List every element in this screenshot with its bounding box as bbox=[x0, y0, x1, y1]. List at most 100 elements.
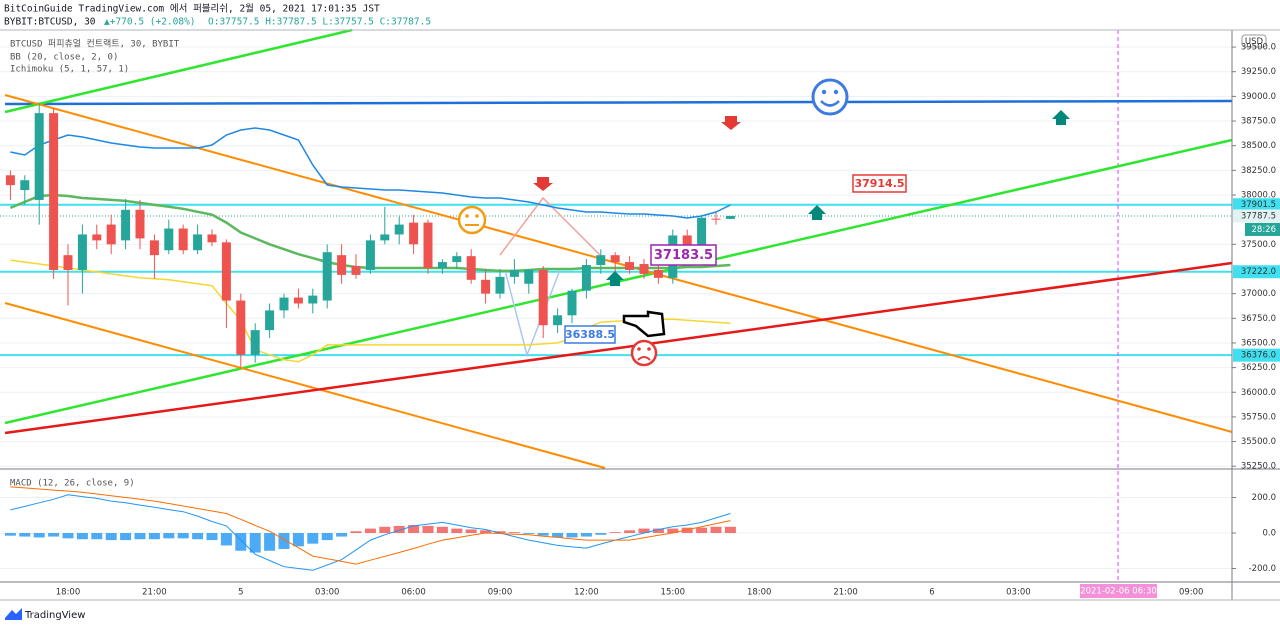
macd-bar bbox=[508, 532, 520, 534]
candle-body bbox=[437, 262, 447, 268]
countdown-box bbox=[1245, 222, 1280, 236]
macd-bar bbox=[264, 533, 276, 551]
price-level-box bbox=[1233, 198, 1280, 212]
macd-bar bbox=[379, 526, 391, 534]
projection bbox=[504, 269, 561, 358]
macd-bar bbox=[652, 528, 664, 534]
price-level-box bbox=[1233, 348, 1280, 362]
macd-bar bbox=[566, 533, 578, 538]
candle-body bbox=[308, 295, 318, 304]
candle-body bbox=[34, 113, 44, 200]
macd-bar bbox=[33, 533, 45, 538]
candle-body bbox=[121, 209, 131, 241]
price-level-label: 37901.5 bbox=[1241, 200, 1276, 210]
y-tick-label: 200.0 bbox=[1252, 493, 1276, 503]
macd-bar bbox=[609, 532, 621, 534]
indicator-line bbox=[10, 259, 731, 363]
macd-bar bbox=[105, 533, 117, 541]
candle-body bbox=[538, 269, 548, 326]
macd-bar bbox=[48, 533, 60, 537]
x-tick-label: 21:00 bbox=[142, 588, 167, 598]
candle-body bbox=[452, 256, 462, 263]
macd-bar bbox=[681, 527, 693, 534]
callout-box bbox=[650, 244, 717, 266]
candle-body bbox=[365, 240, 375, 270]
candle-body bbox=[207, 234, 217, 243]
y-tick-label: 35750.0 bbox=[1241, 412, 1276, 422]
candle-body bbox=[509, 269, 519, 277]
macd-bar bbox=[436, 526, 448, 534]
candle-body bbox=[193, 234, 203, 251]
candle-body bbox=[178, 228, 188, 251]
candle-body bbox=[164, 228, 174, 251]
x-tick-label: 09:00 bbox=[488, 588, 513, 598]
legend-macd: MACD (12, 26, close, 9) bbox=[10, 479, 135, 489]
macd-bar bbox=[350, 531, 362, 534]
up-arrow bbox=[606, 271, 624, 286]
callout-label: 37183.5 bbox=[654, 248, 713, 263]
brand-logo bbox=[5, 608, 22, 620]
candle-body bbox=[221, 242, 231, 301]
candle-body bbox=[149, 240, 159, 256]
candle-body bbox=[49, 113, 59, 270]
candle-body bbox=[725, 215, 735, 219]
y-tick-label: 36500.0 bbox=[1241, 338, 1276, 348]
projection bbox=[499, 196, 601, 256]
macd-bar bbox=[62, 533, 74, 539]
candle-body bbox=[265, 310, 275, 331]
pointer-icon bbox=[622, 310, 666, 338]
macd-bar bbox=[292, 533, 304, 547]
legend-indicator: Ichimoku (5, 1, 57, 1) bbox=[10, 65, 129, 75]
currency: USD bbox=[1245, 37, 1264, 47]
macd-line bbox=[10, 494, 731, 571]
callout-label: 37914.5 bbox=[854, 177, 904, 190]
candle-body bbox=[409, 222, 419, 245]
candle-body bbox=[596, 255, 606, 266]
macd-bar bbox=[537, 533, 549, 536]
y-tick-label: 36250.0 bbox=[1241, 363, 1276, 373]
candle-body bbox=[5, 175, 15, 186]
macd-bar bbox=[494, 531, 506, 534]
candle-body bbox=[380, 234, 390, 241]
annotations: 37914.5 37183.5 36388.5 bbox=[457, 78, 1070, 367]
neutral-icon bbox=[457, 205, 487, 235]
header-title: BitCoinGuide TradingView.com 에서 퍼블리쉬, 2월… bbox=[4, 3, 380, 15]
macd-bar bbox=[523, 533, 535, 534]
macd-bar bbox=[638, 528, 650, 534]
price-level-box bbox=[1233, 265, 1280, 279]
macd-bar bbox=[364, 528, 376, 534]
macd-bar bbox=[336, 533, 348, 537]
smiley-icon bbox=[811, 78, 849, 116]
macd-bar bbox=[595, 533, 607, 535]
y-tick-label: 35500.0 bbox=[1241, 437, 1276, 447]
macd-bar bbox=[220, 533, 232, 546]
x-tick-label: 6 bbox=[929, 588, 934, 598]
macd-bar bbox=[710, 526, 722, 534]
candle-body bbox=[495, 276, 505, 294]
candle-body bbox=[567, 290, 577, 316]
y-tick-label: -200.0 bbox=[1249, 564, 1276, 574]
y-tick-label: 38250.0 bbox=[1241, 166, 1276, 176]
macd-bar bbox=[408, 525, 420, 534]
y-tick-label: 39000.0 bbox=[1241, 92, 1276, 102]
down-arrow bbox=[721, 116, 741, 130]
level-layer bbox=[0, 203, 1232, 357]
y-tick-label: 39250.0 bbox=[1241, 67, 1276, 77]
cursor-date: 2021-02-06 06:30 bbox=[1080, 587, 1157, 597]
candle-body bbox=[581, 265, 591, 291]
candle-body bbox=[481, 279, 491, 294]
last-price-label: 37787.5 bbox=[1241, 211, 1276, 221]
trendline bbox=[4, 99, 1233, 106]
candle-body bbox=[63, 255, 73, 270]
macd-bar bbox=[321, 533, 333, 541]
brand: TradingView bbox=[24, 610, 85, 621]
candle-body bbox=[236, 300, 246, 355]
price-axis-bg bbox=[1232, 30, 1280, 600]
macd-bar bbox=[422, 525, 434, 534]
legend-symbol: BTCUSD 퍼피츄얼 컨트랙트, 30, BYBIT bbox=[10, 39, 180, 50]
y-tick-label: 36750.0 bbox=[1241, 314, 1276, 324]
macd-bar bbox=[4, 533, 16, 536]
candle-body bbox=[394, 224, 404, 235]
y-tick-label: 39500.0 bbox=[1241, 43, 1276, 53]
